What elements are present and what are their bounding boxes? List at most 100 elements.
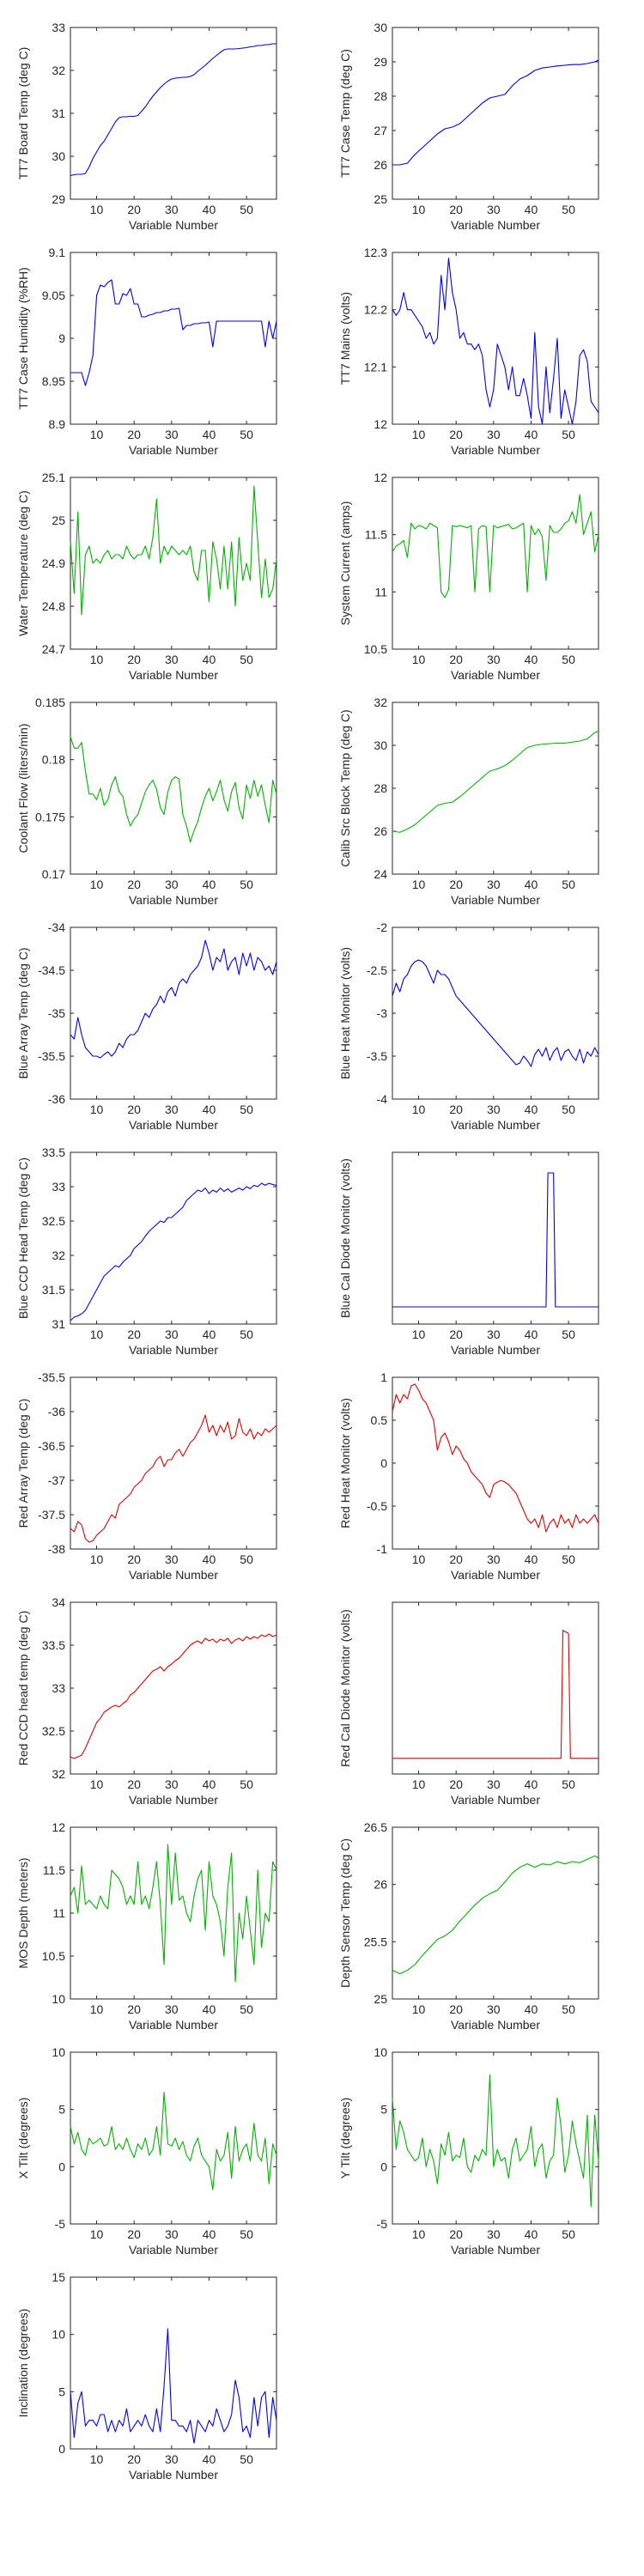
y-tick-label: 0	[380, 1456, 387, 1470]
x-tick-label: 30	[165, 2002, 179, 2016]
y-tick-label: -0.5	[367, 1499, 387, 1513]
x-tick-label: 10	[412, 1552, 426, 1566]
x-axis-label: Variable Number	[129, 668, 218, 682]
x-axis-label: Variable Number	[129, 218, 218, 232]
x-tick-label: 10	[412, 1777, 426, 1791]
series-line	[70, 1844, 277, 1983]
x-tick-label: 10	[412, 1327, 426, 1341]
y-axis-label: TT7 Case Temp (deg C)	[338, 49, 352, 178]
y-tick-label: -5	[377, 2217, 388, 2231]
y-tick-label: 0.18	[42, 753, 65, 767]
y-tick-label: -3.5	[367, 1049, 387, 1063]
x-tick-label: 40	[525, 1777, 538, 1791]
y-tick-label: 28	[374, 89, 387, 103]
x-axis-label: Variable Number	[451, 443, 540, 457]
x-tick-label: 50	[240, 1777, 253, 1791]
series-line	[70, 1182, 277, 1321]
y-tick-label: 25.1	[42, 471, 65, 484]
y-axis-label: Blue Array Temp (deg C)	[16, 947, 30, 1078]
x-tick-label: 40	[525, 428, 538, 441]
x-tick-label: 30	[165, 653, 179, 666]
x-tick-label: 20	[127, 1103, 141, 1116]
plot-frame	[70, 1151, 277, 1325]
y-tick-label: 25	[52, 513, 65, 527]
y-tick-label: 9.1	[49, 246, 66, 259]
x-tick-label: 10	[412, 878, 426, 891]
x-tick-label: 40	[203, 203, 216, 216]
x-tick-label: 20	[127, 203, 141, 216]
y-tick-label: -35.5	[38, 1370, 65, 1384]
series-line	[70, 939, 277, 1059]
x-tick-label: 30	[487, 1103, 501, 1116]
x-tick-label: 30	[165, 1552, 179, 1566]
y-tick-label: -3	[377, 1006, 388, 1020]
y-tick-label: 31	[52, 1317, 65, 1331]
chart-panel-2: 10 20 30 40 50 25 26 27 28 29 30 Variable Number TT7…	[338, 21, 599, 232]
y-axis-label: System Current (amps)	[338, 501, 352, 626]
chart-panel-8: 10 20 30 40 50 24 26 28 30 32 Variable Number Calib…	[338, 696, 599, 907]
y-tick-label: 29	[52, 192, 65, 206]
chart-panel-6: 10 20 30 40 50 10.5 11 11.5 12 Variable Number Sys…	[338, 471, 599, 682]
y-axis-label: Blue Heat Monitor (volts)	[338, 947, 352, 1079]
x-tick-label: 20	[449, 2227, 463, 2241]
x-axis-label: Variable Number	[451, 1343, 540, 1357]
y-axis-label: Red CCD head temp (deg C)	[16, 1611, 30, 1766]
x-tick-label: 50	[562, 653, 575, 666]
y-tick-label: 15	[52, 2270, 65, 2284]
y-tick-label: 10	[52, 2328, 65, 2342]
x-tick-label: 10	[412, 653, 426, 666]
x-tick-label: 50	[240, 2452, 253, 2466]
y-tick-label: 33	[52, 1681, 65, 1695]
series-line	[70, 485, 277, 616]
x-tick-label: 50	[562, 1777, 575, 1791]
chart-panel-9: 10 20 30 40 50 -36 -35.5 -35 -34.5 -34 Variable Nu…	[16, 920, 277, 1132]
y-tick-label: 32	[52, 64, 65, 77]
chart-panel-12: 10 20 30 40 50 Variable Number Blue Cal Diode …	[338, 1151, 599, 1357]
x-tick-label: 40	[525, 203, 538, 216]
plot-frame	[70, 1826, 277, 2000]
x-tick-label: 20	[127, 878, 141, 891]
y-tick-label: 25.5	[364, 1935, 387, 1948]
y-axis-label: Depth Sensor Temp (deg C)	[338, 1838, 352, 1988]
y-tick-label: 1	[380, 1370, 387, 1384]
x-tick-label: 20	[127, 1777, 141, 1791]
x-tick-label: 40	[203, 2002, 216, 2016]
x-tick-label: 30	[487, 1777, 501, 1791]
x-tick-label: 50	[562, 878, 575, 891]
y-axis-label: TT7 Board Temp (deg C)	[16, 47, 30, 180]
series-line	[70, 43, 276, 177]
y-tick-label: 32	[374, 696, 387, 709]
x-axis-label: Variable Number	[451, 1118, 540, 1132]
x-tick-label: 10	[90, 203, 104, 216]
x-tick-label: 30	[487, 1327, 501, 1341]
y-tick-label: 8.95	[42, 374, 65, 388]
y-tick-label: 12	[52, 1820, 65, 1834]
y-tick-label: 10	[52, 2045, 65, 2059]
x-axis-label: Variable Number	[451, 1793, 540, 1807]
x-tick-label: 20	[449, 1103, 463, 1116]
chart-panel-16: 10 20 30 40 50 Variable Number Red Cal Diode M…	[338, 1601, 599, 1807]
x-tick-label: 30	[487, 1552, 501, 1566]
plot-frame	[70, 1376, 277, 1550]
y-tick-label: 24.8	[42, 599, 65, 613]
x-tick-label: 10	[90, 1552, 104, 1566]
x-tick-label: 40	[203, 1327, 216, 1341]
x-tick-label: 40	[525, 1327, 538, 1341]
y-axis-label: X Tilt (degrees)	[16, 2098, 30, 2179]
y-tick-label: 8.9	[49, 417, 66, 431]
y-axis-label: Coolant Flow (liters/min)	[16, 724, 30, 854]
x-tick-label: 50	[240, 2227, 253, 2241]
y-axis-label: Blue CCD Head Temp (deg C)	[16, 1157, 30, 1319]
x-tick-label: 30	[165, 2452, 179, 2466]
x-tick-label: 50	[240, 428, 253, 441]
y-tick-label: 10.5	[42, 1949, 65, 1963]
x-tick-label: 20	[127, 653, 141, 666]
x-tick-label: 50	[240, 2002, 253, 2016]
x-tick-label: 50	[562, 1552, 575, 1566]
x-tick-label: 50	[562, 203, 575, 216]
x-axis-label: Variable Number	[451, 218, 540, 232]
x-tick-label: 20	[127, 428, 141, 441]
y-tick-label: 30	[374, 738, 387, 752]
x-axis-label: Variable Number	[129, 2468, 218, 2482]
